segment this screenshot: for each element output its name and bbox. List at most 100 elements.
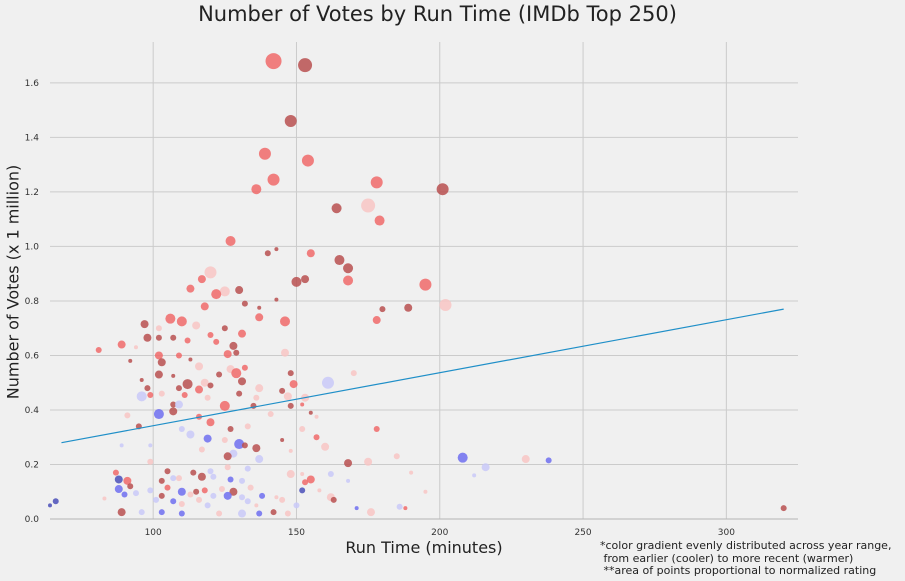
y-tick-label: 1.0	[25, 242, 40, 252]
data-point	[204, 266, 217, 279]
data-points	[48, 53, 787, 518]
x-tick-label: 100	[145, 528, 162, 538]
data-point	[404, 303, 413, 312]
y-tick-label: 0.2	[25, 460, 39, 470]
trendline-group	[61, 308, 784, 444]
data-point	[170, 401, 177, 408]
data-point	[373, 426, 380, 433]
data-point	[192, 321, 201, 330]
data-point	[158, 477, 165, 484]
data-point	[128, 358, 133, 363]
data-point	[176, 316, 187, 327]
data-point	[287, 370, 294, 377]
data-point	[178, 426, 185, 433]
data-point	[238, 377, 247, 386]
data-point	[472, 473, 477, 478]
data-point	[229, 487, 238, 496]
data-point	[210, 492, 217, 499]
data-point	[121, 491, 128, 498]
data-point	[241, 300, 248, 307]
data-point	[231, 368, 242, 379]
data-point	[299, 426, 306, 433]
data-point	[219, 286, 230, 297]
data-point	[306, 475, 315, 484]
data-point	[184, 337, 191, 344]
data-point	[190, 469, 197, 476]
data-point	[314, 414, 319, 419]
data-point	[178, 501, 185, 508]
data-point	[313, 434, 320, 441]
data-point	[224, 464, 231, 471]
x-tick-label: 200	[431, 528, 448, 538]
data-point	[203, 434, 212, 443]
data-point	[279, 496, 286, 503]
data-point	[393, 453, 400, 460]
data-point	[175, 475, 182, 482]
data-point	[223, 350, 232, 359]
data-point	[102, 496, 107, 501]
data-point	[164, 468, 171, 475]
data-point	[258, 147, 271, 160]
data-point	[114, 475, 123, 484]
data-point	[158, 390, 165, 397]
data-point	[281, 348, 290, 357]
data-point	[298, 58, 313, 73]
data-point	[346, 478, 351, 483]
data-point	[147, 391, 154, 398]
data-point	[241, 364, 248, 371]
data-point	[331, 203, 342, 214]
data-point	[197, 472, 206, 481]
data-point	[403, 506, 408, 511]
data-point	[133, 345, 138, 350]
data-point	[264, 250, 271, 257]
data-point	[274, 495, 279, 500]
data-point	[293, 502, 300, 509]
data-point	[436, 183, 449, 196]
data-point	[204, 394, 211, 401]
data-point	[193, 488, 200, 495]
data-point	[287, 402, 294, 409]
data-point	[350, 370, 357, 377]
data-point	[170, 498, 177, 505]
data-point	[288, 448, 293, 453]
data-point	[147, 487, 154, 494]
data-point	[207, 332, 214, 339]
footnote-line-2: from earlier (cooler) to more recent (wa…	[600, 551, 854, 565]
data-point	[302, 479, 309, 486]
data-point	[157, 358, 166, 367]
data-point	[409, 470, 414, 475]
data-point	[521, 455, 530, 464]
y-tick-label: 1.2	[25, 188, 39, 198]
data-point	[374, 215, 385, 226]
data-point	[155, 334, 162, 341]
data-point	[136, 391, 147, 402]
data-point	[300, 472, 305, 477]
data-point	[114, 485, 123, 494]
data-point	[289, 380, 298, 389]
data-point	[52, 498, 59, 505]
data-point	[201, 487, 208, 494]
data-point	[147, 458, 154, 465]
data-point	[372, 316, 381, 325]
data-point	[321, 442, 330, 451]
data-point	[327, 471, 334, 478]
data-point	[178, 510, 185, 517]
data-point	[457, 452, 468, 463]
data-point	[239, 477, 246, 484]
data-point	[95, 347, 102, 354]
data-point	[187, 491, 194, 498]
data-point	[279, 387, 286, 394]
data-point	[370, 176, 383, 189]
data-point	[361, 198, 376, 213]
data-point	[267, 411, 274, 418]
data-point	[253, 394, 260, 401]
data-point	[780, 505, 787, 512]
data-point	[255, 384, 264, 393]
data-point	[186, 430, 195, 439]
data-point	[229, 341, 238, 350]
data-point	[254, 503, 259, 508]
data-point	[175, 352, 182, 359]
data-point	[117, 340, 126, 349]
data-point	[138, 509, 145, 516]
data-point	[265, 53, 282, 70]
